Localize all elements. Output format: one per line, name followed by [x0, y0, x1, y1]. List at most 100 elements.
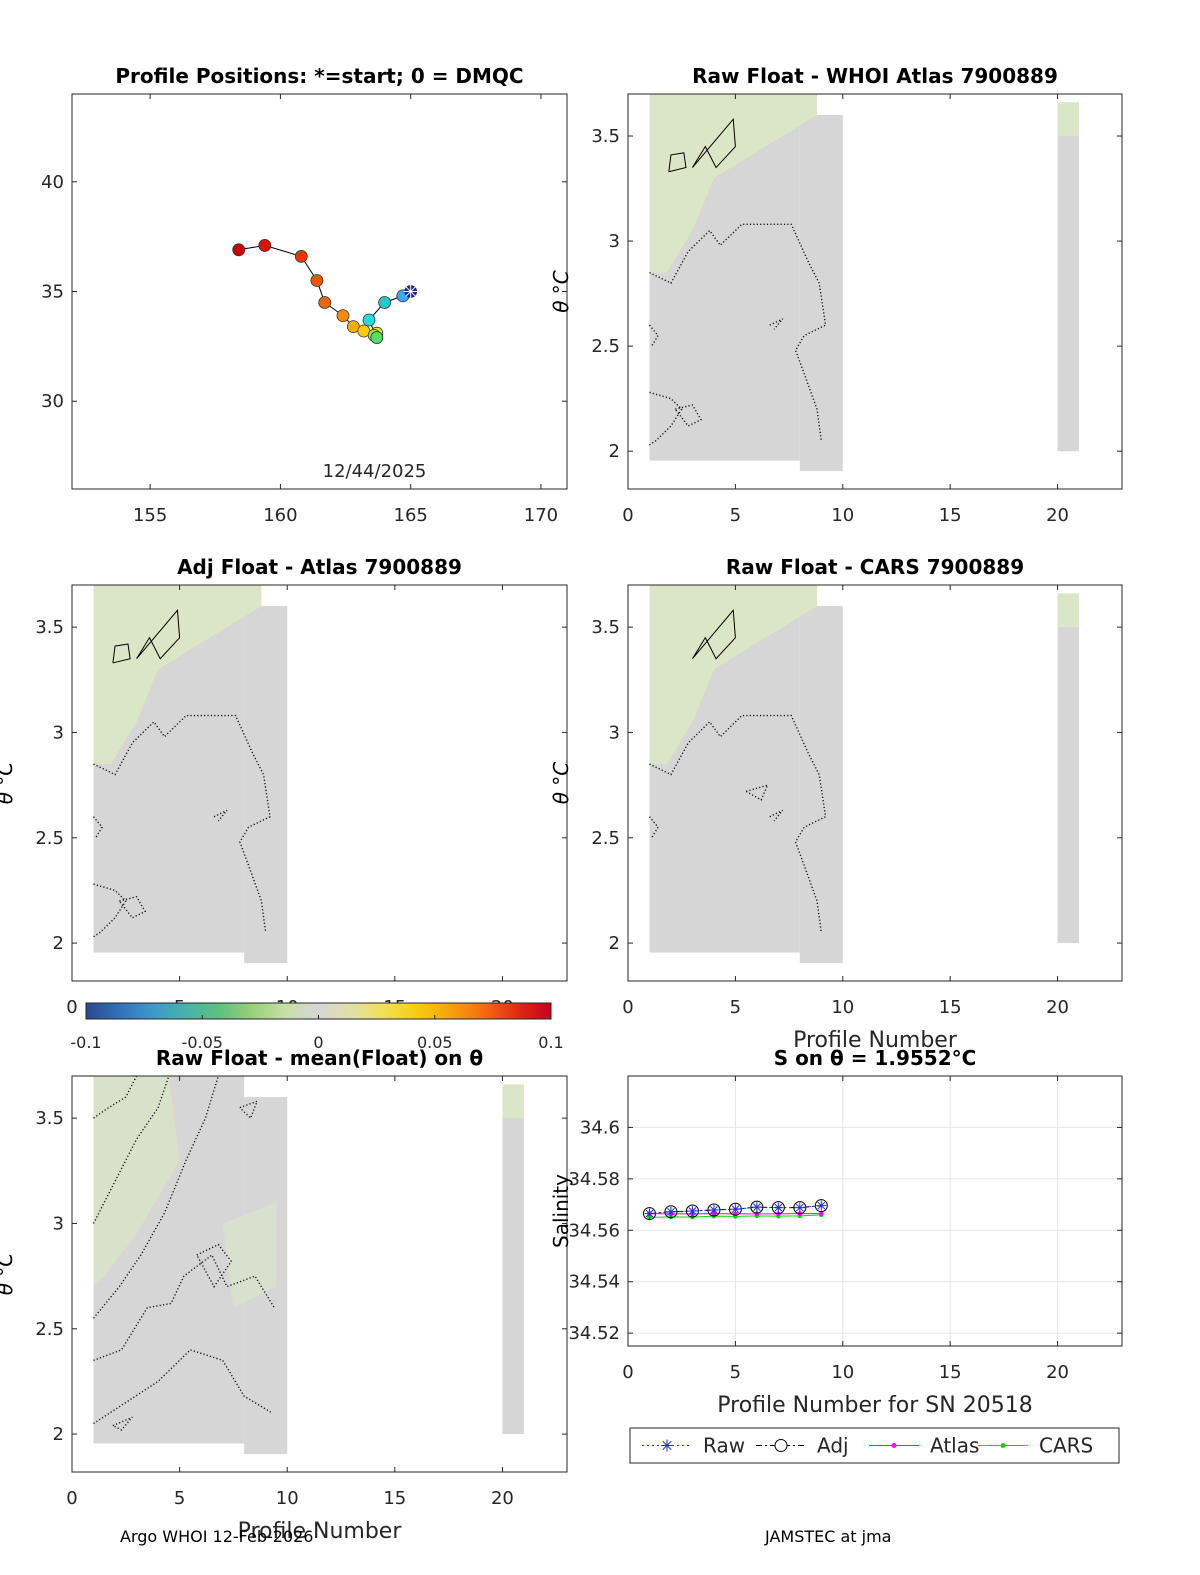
x-tick-label: 170 [524, 505, 558, 526]
y-tick-label: 2.5 [35, 1319, 64, 1340]
field-block [799, 606, 843, 964]
field-positive-region [649, 94, 818, 273]
y-tick-label: 34.58 [568, 1169, 620, 1190]
x-tick-label: 15 [383, 1488, 406, 1509]
point-adj [642, 1207, 656, 1221]
x-axis-label: Profile Number [238, 1519, 403, 1544]
contour-dotted [648, 816, 659, 839]
plot-frame [627, 584, 1123, 982]
heatmap-raw-cars [648, 585, 1080, 964]
field-positive-region [93, 1076, 180, 1287]
position-marker [370, 331, 384, 344]
contour-dotted [112, 1416, 133, 1431]
y-tick-label: 34.6 [580, 1117, 620, 1138]
salinity-chart [627, 1076, 1122, 1346]
date-annotation: 12/44/2025 [323, 461, 427, 482]
heatmap-raw-mean [92, 1075, 524, 1455]
y-tick-label: 3.5 [35, 617, 64, 638]
point-raw [688, 1207, 697, 1215]
y-tick-label: 3 [53, 722, 64, 743]
contour-solid [112, 643, 131, 664]
start-star-icon [405, 286, 416, 297]
position-marker [362, 313, 376, 327]
axes-raw-cars: 0 5 10 15 20 2 2.5 3 3.5 Raw Float - CARS 7900889… [549, 555, 1123, 1053]
y-tick-label: 34.52 [568, 1323, 620, 1344]
contour-dotted [196, 1243, 233, 1288]
contour-dotted [745, 784, 769, 801]
x-axis-label: Profile Number [793, 1028, 958, 1053]
point-raw [710, 1206, 718, 1214]
y-tick-label: 34.54 [568, 1272, 620, 1293]
plot-frame [627, 1075, 1123, 1347]
x-tick-label: 10 [831, 997, 854, 1018]
y-tick-label: 3 [609, 231, 620, 252]
colorbar-tick-label: 0 [313, 1033, 323, 1052]
position-marker [258, 239, 272, 252]
contour-dotted [118, 895, 147, 919]
x-tick-label: 5 [730, 997, 741, 1018]
x-tick-label: 155 [133, 505, 167, 526]
plot-frame [71, 93, 568, 490]
legend-label-cars: CARS [1039, 1434, 1093, 1458]
position-marker [318, 296, 332, 309]
plot-frame [627, 93, 1123, 490]
y-tick-label: 2 [53, 1424, 64, 1445]
point-adj [750, 1200, 764, 1214]
y-axis-label: Salinity [549, 1174, 573, 1248]
point-raw [645, 1209, 654, 1218]
y-tick-label: 30 [41, 391, 64, 412]
point-raw [752, 1203, 761, 1212]
position-marker [310, 274, 324, 287]
point-raw [667, 1207, 675, 1216]
y-tick-label: 2.5 [591, 336, 620, 357]
y-tick-label: 40 [41, 172, 64, 193]
chart-title: Raw Float - WHOI Atlas 7900889 [692, 64, 1058, 88]
field-positive-region [222, 1202, 277, 1308]
contour-dotted [92, 1075, 170, 1224]
y-tick-label: 2 [53, 933, 64, 954]
colorbar-tick-label: -0.05 [182, 1033, 223, 1052]
point-atlas [754, 1211, 760, 1217]
contour-dotted [239, 1100, 259, 1120]
axes-raw-mean: 0 5 10 15 20 2 2.5 3 3.5 Raw Float - mean(Float) … [0, 1046, 568, 1544]
position-marker [336, 309, 350, 323]
x-tick-label: 20 [491, 1488, 514, 1509]
position-marker [232, 243, 246, 257]
contour-dotted [674, 404, 703, 427]
contour-dotted [92, 816, 103, 839]
chart-title: Profile Positions: *=start; 0 = DMQC [115, 64, 523, 88]
contour-dotted [769, 809, 784, 822]
contour-dotted [649, 714, 827, 933]
x-tick-label: 5 [730, 505, 741, 526]
point-raw [774, 1203, 783, 1212]
point-raw [795, 1203, 804, 1212]
track-line [238, 244, 411, 338]
colorbar-tick-label: 0.1 [538, 1033, 563, 1052]
legend-label-raw: Raw [703, 1434, 745, 1458]
contour-solid [668, 152, 687, 173]
field-block [244, 606, 288, 964]
x-tick-label: 5 [730, 1362, 741, 1383]
point-adj [664, 1205, 678, 1219]
x-tick-label: 0 [66, 1488, 77, 1509]
x-tick-label: 0 [66, 997, 77, 1018]
point-raw [731, 1205, 740, 1214]
x-tick-label: 165 [394, 505, 428, 526]
position-marker [294, 249, 308, 263]
axes-positions: 155 160 165 170 30 35 40 Profile Positions: *=s… [41, 64, 568, 526]
legend: Raw Adj Atlas CARS [629, 1427, 1120, 1464]
heatmap-raw-whoi [648, 94, 1080, 472]
y-tick-label: 35 [41, 282, 64, 303]
field-strip-top [1057, 593, 1080, 628]
x-tick-label: 0 [622, 997, 633, 1018]
x-tick-label: 10 [831, 505, 854, 526]
y-axis-label: θ °C [549, 762, 573, 805]
chart-title: Adj Float - Atlas 7900889 [177, 555, 462, 579]
y-tick-label: 2 [609, 933, 620, 954]
field-strip-top [502, 1084, 524, 1119]
contour-dotted [769, 318, 784, 330]
legend-marker-cars [1000, 1443, 1006, 1448]
contour-dotted [93, 1349, 273, 1425]
x-tick-label: 20 [1046, 505, 1069, 526]
